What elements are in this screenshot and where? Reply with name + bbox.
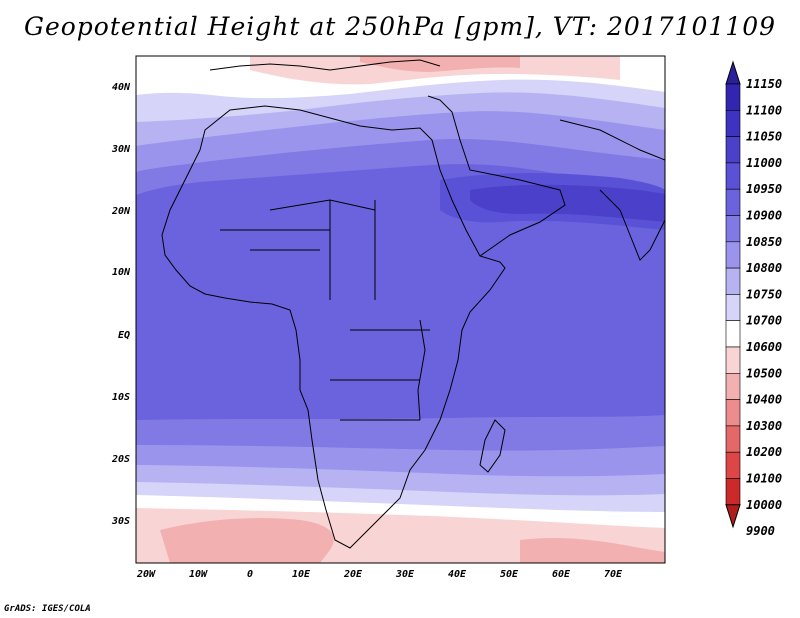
lon-tick: 30E [395,569,415,580]
lon-tick: 50E [500,569,519,580]
lat-tick: 40N [112,82,131,93]
colorbar-level-label: 10300 [746,419,782,433]
colorbar-level-label: 10700 [746,314,782,328]
colorbar-swatch [725,372,741,400]
colorbar-bottom-arrow [725,504,741,529]
lat-tick: 20S [111,454,130,465]
colorbar-level-label: 10000 [746,498,782,512]
colorbar-swatch [725,162,741,190]
colorbar-level-label: 10850 [746,235,782,249]
colorbar-level-label: 10950 [746,182,782,196]
colorbar-swatch [725,346,741,374]
credit-text: GrADS: IGES/COLA [4,604,91,614]
colorbar-level-label: 11100 [746,103,782,117]
lon-tick: 0 [247,569,253,580]
colorbar-level-label: 11050 [746,130,782,144]
lon-tick: 40E [448,569,467,580]
colorbar-level-label: 10750 [746,287,782,301]
lon-tick: 10E [292,569,311,580]
colorbar-swatch [725,478,741,506]
colorbar-level-label: 10500 [746,366,782,380]
colorbar-swatch [725,110,741,137]
colorbar-level-label: 10200 [746,445,782,459]
colorbar-swatch [725,399,741,427]
lon-axis: 20W 10W 0 10E 20E 30E 40E 50E 60E 70E [136,569,623,580]
colorbar-swatch [725,320,741,348]
colorbar-level-label: 9900 [746,524,775,538]
colorbar-swatch [725,241,741,269]
colorbar-level-label: 11000 [746,156,782,170]
colorbar: 11150 11100 11050 11000 10950 10900 10850 10800… [725,60,782,538]
lon-tick: 60E [552,569,571,580]
lat-tick: EQ [118,330,130,341]
colorbar-top-arrow [725,60,741,85]
map-title: Geopotential Height at 250hPa [gpm], VT:… [23,12,777,41]
plot-frame [135,55,666,564]
lon-tick: 20E [343,569,363,580]
colorbar-swatch [725,294,741,321]
colorbar-level-label: 10600 [746,340,782,354]
colorbar-swatch [725,267,741,295]
lat-tick: 30N [111,144,131,155]
coastlines [161,59,665,549]
colorbar-swatch [725,83,741,111]
colorbar-swatch [725,451,741,479]
colorbar-level-label: 10400 [746,393,782,407]
colorbar-level-label: 10800 [746,261,782,275]
colorbar-level-label: 10100 [746,472,782,486]
lat-tick: 30S [111,516,130,527]
lat-tick: 10S [112,392,130,403]
lon-tick: 20W [136,569,156,580]
colorbar-level-label: 10900 [746,209,782,223]
lat-axis: 40N 30N 20N 10N EQ 10S 20S 30S [111,82,131,527]
colorbar-swatch [725,215,741,243]
colorbar-swatch [725,136,741,164]
lon-tick: 70E [604,569,623,580]
lon-tick: 10W [189,569,208,580]
lat-tick: 10N [112,267,131,278]
lat-tick: 20N [111,206,131,217]
contour-field [136,56,665,563]
colorbar-swatch [725,188,741,216]
colorbar-level-label: 11150 [746,77,782,91]
colorbar-swatch [725,425,741,453]
